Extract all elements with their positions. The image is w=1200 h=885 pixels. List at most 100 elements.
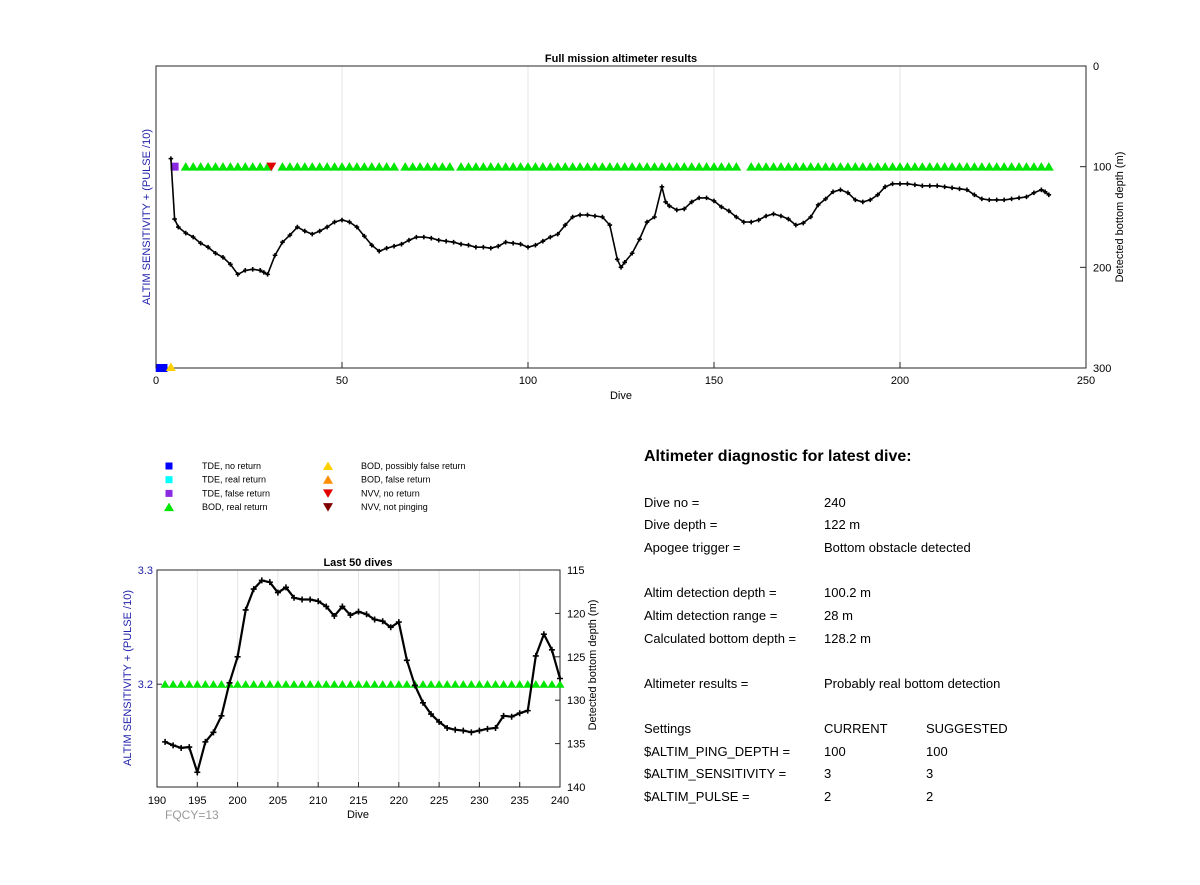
bottom-depth-point	[226, 679, 233, 686]
bod-real-return-marker	[902, 162, 913, 171]
bottom-depth-point	[419, 699, 426, 706]
bod-real-return-marker	[203, 162, 214, 171]
bottom-depth-point	[266, 579, 273, 586]
top-depth-point	[964, 187, 970, 193]
sensitivity-marker	[394, 680, 404, 688]
sensitivity-marker	[418, 680, 428, 688]
bottom-x-ticks: 190 195 200 205 210 215 220 225 230 235 240	[148, 782, 569, 807]
legend: TDE, no return TDE, real return TDE, false…	[164, 461, 466, 512]
settings-name: $ALTIM_SENSITIVITY =	[644, 766, 787, 782]
bod-real-return-marker	[679, 162, 690, 171]
top-depth-point	[830, 189, 836, 195]
bod-real-return-marker	[560, 162, 571, 171]
top-depth-point	[250, 267, 256, 272]
diagnostic-label: Dive no =	[644, 495, 700, 510]
top-depth-point	[280, 239, 285, 245]
top-chart-title: Full mission altimeter results	[545, 53, 697, 65]
top-depth-point	[347, 219, 352, 225]
bod-real-return-marker	[790, 162, 801, 171]
bottom-y-right-ticks: 115 120 125 130 135 140	[555, 565, 585, 794]
top-plot-area	[156, 66, 1086, 368]
bottom-depth-point	[508, 713, 515, 720]
top-depth-point	[986, 197, 992, 203]
bottom-depth-point	[484, 725, 491, 732]
top-depth-point	[172, 216, 177, 222]
top-depth-point	[771, 211, 776, 217]
bod-real-return-marker	[634, 162, 645, 171]
top-depth-point	[1031, 190, 1037, 196]
bod-real-return-marker	[444, 162, 455, 171]
top-depth-point	[711, 198, 717, 204]
sensitivity-marker	[458, 680, 468, 688]
bod-real-return-marker	[753, 162, 764, 171]
bottom-depth-point	[291, 594, 298, 601]
bod-real-return-marker	[1014, 162, 1025, 171]
bottom-depth-point	[395, 619, 402, 626]
sensitivity-marker	[200, 680, 210, 688]
bod-real-return-marker	[597, 162, 608, 171]
top-depth-point	[704, 195, 709, 201]
bod-real-return-marker	[872, 162, 883, 171]
bottom-depth-point	[403, 657, 410, 664]
sensitivity-marker	[499, 680, 509, 688]
last-50-dives-chart: 190 195 200 205 210 215 220 225 230 235 240 3.2 3.3…	[122, 557, 599, 821]
top-depth-point	[867, 197, 873, 203]
top-depth-point	[778, 213, 784, 219]
top-depth-point	[920, 183, 925, 189]
bod-real-return-marker	[1021, 162, 1032, 171]
top-depth-point	[272, 252, 278, 258]
settings-current: 3	[824, 766, 832, 782]
bottom-x-tick-label: 220	[390, 795, 408, 807]
top-x-tick-label: 50	[336, 375, 348, 387]
top-depth-point	[354, 224, 360, 230]
bod-real-return-marker	[761, 162, 772, 171]
top-depth-point	[618, 265, 624, 270]
top-depth-line	[170, 158, 1050, 276]
top-depth-point	[696, 195, 702, 201]
diagnostic-value: 240	[824, 495, 846, 510]
sensitivity-marker	[491, 680, 501, 688]
top-y-right-ticks: 0 100 200 300	[1080, 61, 1111, 375]
top-depth-point	[860, 199, 866, 205]
legend-label: BOD, real return	[202, 502, 268, 512]
top-depth-point	[391, 243, 397, 249]
top-x-tick-label: 100	[519, 375, 537, 387]
bod-real-return-marker	[508, 162, 519, 171]
bod-real-return-marker	[329, 162, 340, 171]
top-depth-point	[213, 250, 218, 256]
top-depth-point	[436, 237, 442, 243]
legend-label: TDE, no return	[202, 461, 261, 471]
top-depth-point	[652, 214, 657, 220]
bottom-depth-series	[162, 577, 563, 777]
bod-real-return-marker	[969, 162, 980, 171]
top-depth-point	[719, 204, 724, 210]
bottom-chart-title: Last 50 dives	[323, 557, 392, 569]
top-depth-point	[458, 241, 464, 247]
bottom-depth-point	[218, 712, 225, 719]
top-grid	[341, 66, 901, 368]
legend-marker	[165, 489, 173, 497]
top-depth-point	[853, 197, 858, 203]
top-x-tick-label: 0	[153, 375, 159, 387]
top-x-ticks: 0 50 100 150 200 250	[153, 362, 1095, 387]
top-depth-point	[748, 219, 754, 225]
sensitivity-marker	[241, 680, 251, 688]
bod-real-return-marker	[813, 162, 824, 171]
legend-marker	[165, 476, 173, 484]
bottom-depth-point	[242, 606, 249, 613]
bod-real-return-marker	[909, 162, 920, 171]
bottom-depth-point	[516, 710, 523, 717]
top-depth-point	[481, 244, 486, 250]
settings-current: CURRENT	[824, 721, 888, 736]
bod-real-return-marker	[716, 162, 727, 171]
legend-marker	[165, 462, 173, 470]
bottom-depth-point	[411, 682, 418, 689]
top-depth-point	[428, 235, 434, 241]
bod-real-return-marker	[430, 162, 440, 171]
top-depth-point	[473, 244, 479, 250]
top-depth-point	[637, 236, 642, 242]
top-depth-point	[198, 240, 203, 246]
sensitivity-marker	[249, 680, 259, 688]
bod-real-return-marker	[344, 162, 355, 171]
top-depth-point	[503, 239, 508, 245]
